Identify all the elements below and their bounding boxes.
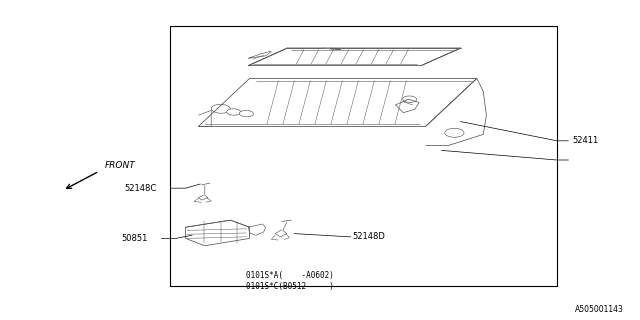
Text: 52148C: 52148C [125, 184, 157, 193]
Ellipse shape [403, 96, 417, 102]
Text: 52411: 52411 [573, 136, 599, 145]
Text: 50851: 50851 [122, 234, 148, 243]
Ellipse shape [211, 104, 230, 113]
Ellipse shape [445, 128, 464, 137]
Bar [170, 26, 557, 286]
Ellipse shape [227, 109, 241, 115]
Text: FRONT: FRONT [104, 161, 135, 170]
Text: 0101S*A(    -A0602): 0101S*A( -A0602) [246, 271, 334, 280]
Text: 0101S*C(B0512-    ): 0101S*C(B0512- ) [246, 282, 334, 291]
Text: A505001143: A505001143 [575, 305, 624, 314]
Ellipse shape [239, 110, 253, 117]
Text: 52148D: 52148D [352, 232, 385, 241]
